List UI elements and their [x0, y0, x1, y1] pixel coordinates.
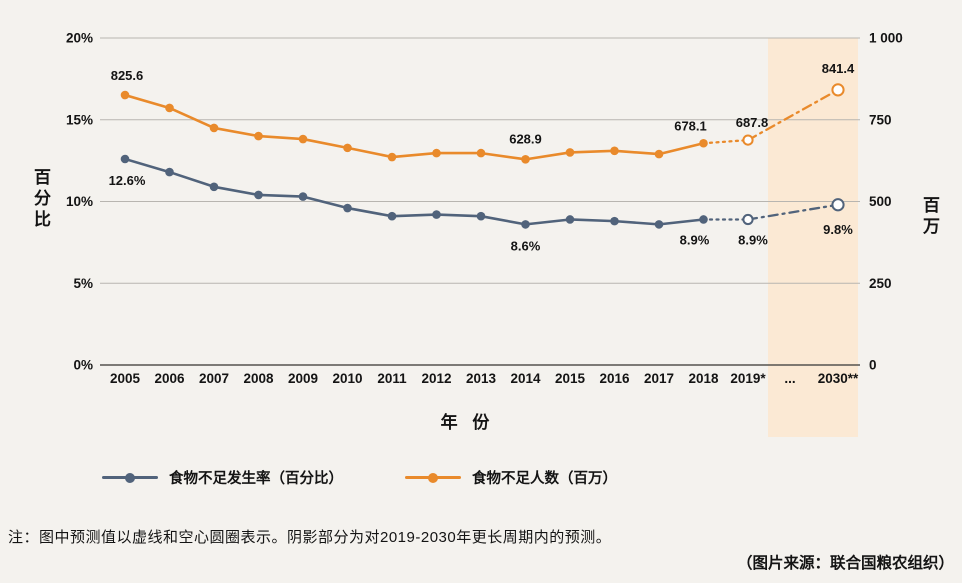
x-tick-label: 2016 [599, 371, 630, 386]
data-point [610, 216, 619, 226]
data-point [343, 143, 352, 153]
y-tick-label-left: 20% [66, 31, 93, 46]
data-point [432, 210, 441, 219]
x-tick-label: 2012 [421, 371, 451, 386]
prediction-shade-region [768, 38, 858, 437]
x-tick-label: 2005 [110, 371, 141, 386]
forecast-point-hollow [742, 134, 754, 146]
data-label: 841.4 [822, 61, 855, 76]
data-point [699, 138, 708, 148]
legend-label-prevalence: 食物不足发生率（百分比） [169, 471, 343, 487]
legend-item-prevalence: 食物不足发生率（百分比） [102, 467, 343, 488]
forecast-point-hollow [831, 198, 845, 212]
y-tick-label-left: 5% [73, 276, 93, 291]
data-point [521, 155, 530, 164]
data-label: 628.9 [509, 131, 542, 146]
forecast-segment-dashdot [746, 203, 840, 221]
data-point [254, 190, 263, 200]
data-point [209, 123, 219, 133]
data-point [387, 211, 397, 221]
legend: 食物不足发生率（百分比） 食物不足人数（百万） [102, 467, 617, 488]
line-chart: 20% 1 000 15% 750 10% 500 5% 250 0% 0 2005 2006 2007… [66, 31, 903, 437]
y-tick-label-left: 0% [73, 358, 93, 373]
footnote: 注：图中预测值以虚线和空心圆圈表示。阴影部分为对2019-2030年更长周期内的… [8, 529, 612, 546]
y-tick-label-right: 0 [869, 358, 877, 373]
forecast-point-hollow [742, 213, 754, 226]
x-tick-label: 2015 [555, 371, 586, 386]
series-line [124, 93, 704, 161]
x-tick-label: 2030** [818, 371, 859, 386]
legend-line-marker-prevalence [102, 472, 158, 483]
forecast-segment-dashdot [746, 88, 840, 142]
data-label: 12.6% [109, 173, 146, 188]
data-point [565, 148, 575, 157]
data-point [521, 220, 530, 229]
y-tick-label-right: 500 [869, 194, 892, 209]
x-tick-label: 2017 [644, 371, 674, 386]
forecast-segment-dotted [702, 138, 750, 145]
x-tick-label: 2019* [730, 371, 766, 386]
data-point [120, 90, 130, 100]
x-tick-label: 2011 [377, 371, 407, 386]
data-point [209, 182, 219, 192]
data-point [654, 220, 664, 229]
x-tick-label: 2010 [332, 371, 362, 386]
data-label: 8.9% [680, 232, 710, 247]
x-tick-label: 2007 [199, 371, 229, 386]
data-label: 8.9% [738, 232, 768, 247]
x-tick-label: 2009 [288, 371, 318, 386]
x-tick-label: 2013 [466, 371, 497, 386]
data-point [254, 131, 263, 141]
y-tick-label-right: 750 [869, 112, 892, 127]
data-label: 687.8 [736, 115, 769, 130]
legend-label-number: 食物不足人数（百万） [472, 471, 617, 487]
y-tick-label-left: 15% [66, 112, 93, 127]
right-axis-title: 百万 [920, 196, 939, 238]
x-tick-label: ... [784, 371, 795, 386]
y-tick-label-right: 250 [869, 276, 892, 291]
data-point [610, 146, 619, 156]
series-line [124, 157, 704, 226]
data-label: 825.6 [111, 68, 144, 83]
legend-line-marker-number [405, 472, 461, 483]
data-point [165, 103, 174, 113]
data-point [476, 211, 486, 221]
legend-dot-number [428, 472, 438, 483]
data-point [298, 192, 308, 201]
data-label: 9.8% [823, 222, 853, 237]
y-tick-label-right: 1 000 [869, 31, 903, 46]
data-point [476, 148, 486, 158]
x-tick-label: 2008 [243, 371, 274, 386]
data-point [298, 134, 308, 144]
y-tick-label-left: 10% [66, 194, 93, 209]
forecast-point-hollow [831, 83, 845, 97]
data-point [120, 154, 130, 164]
legend-dot-prevalence [125, 472, 135, 483]
data-point [565, 215, 575, 224]
data-point [165, 167, 174, 177]
data-label: 678.1 [674, 118, 707, 133]
left-axis-title: 百分比 [31, 168, 50, 231]
data-point [654, 149, 664, 159]
data-point [699, 215, 708, 224]
x-axis-title: 年 份 [440, 413, 495, 432]
data-point [387, 152, 397, 162]
x-tick-label: 2006 [154, 371, 185, 386]
legend-item-number: 食物不足人数（百万） [405, 467, 617, 488]
data-point [343, 203, 352, 213]
x-tick-label: 2014 [510, 371, 541, 386]
data-point [432, 148, 441, 158]
image-source-credit: （图片来源：联合国粮农组织） [736, 555, 954, 572]
data-label: 8.6% [511, 238, 541, 253]
x-tick-label: 2018 [688, 371, 719, 386]
